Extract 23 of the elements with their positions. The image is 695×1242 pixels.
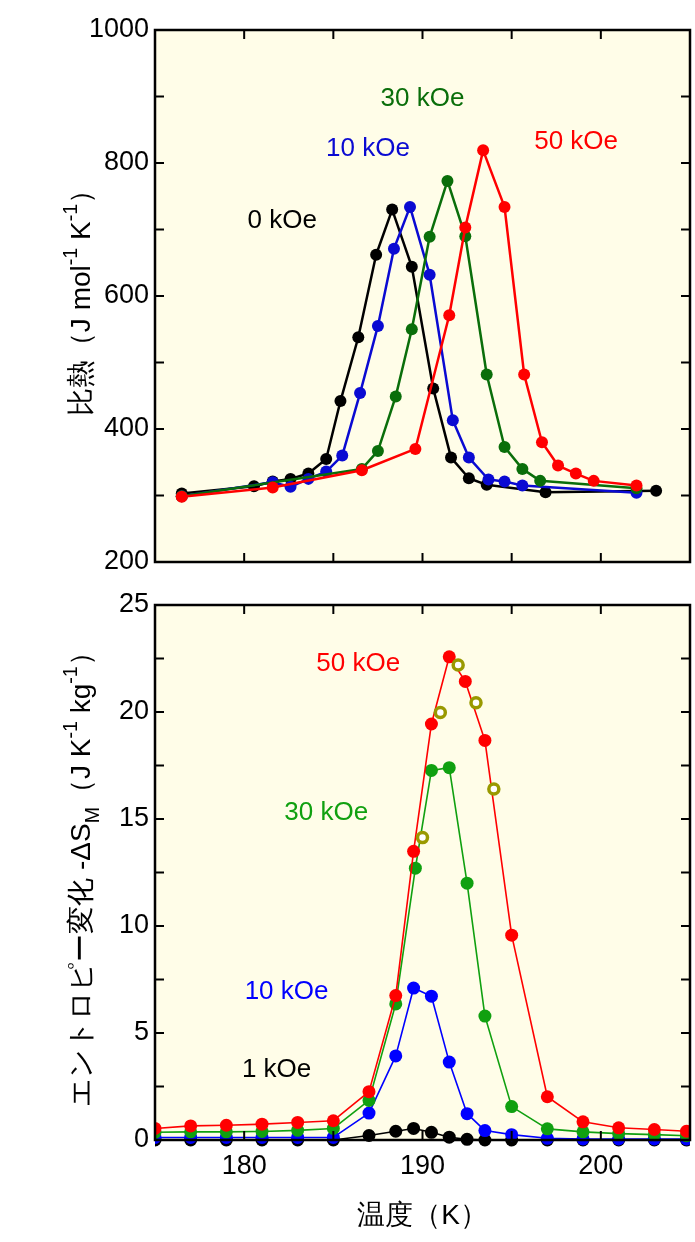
y-tick-label: 400 — [103, 412, 149, 443]
series-label: 50 kOe — [534, 125, 619, 156]
y-tick-label: 800 — [103, 146, 149, 177]
y-tick-label: 0 — [133, 1123, 149, 1154]
x-axis-title: 温度（K） — [357, 1199, 488, 1230]
text: 0 kOe — [247, 204, 317, 235]
series-label: 50 kOe — [316, 646, 401, 677]
y-tick-label: 10 — [118, 909, 149, 940]
series-label: 1 kOe — [241, 1053, 312, 1084]
y-tick-label: 20 — [118, 695, 149, 726]
text: 30 kOe — [380, 81, 465, 112]
text: 30 kOe — [284, 795, 369, 826]
x-tick-label: 190 — [399, 1150, 446, 1180]
y-tick-label: 200 — [103, 545, 149, 576]
y-tick-label: 1000 — [88, 13, 149, 44]
x-tick-label: 200 — [578, 1150, 624, 1180]
y-tick-label: 15 — [118, 802, 149, 833]
x-tick-label: 180 — [221, 1150, 267, 1180]
y-tick-label: 600 — [103, 279, 149, 310]
series-label: 10 kOe — [326, 131, 410, 162]
text: 10 kOe — [244, 974, 329, 1005]
y-tick-label: 5 — [133, 1016, 149, 1047]
y-tick-label: 25 — [118, 588, 149, 619]
